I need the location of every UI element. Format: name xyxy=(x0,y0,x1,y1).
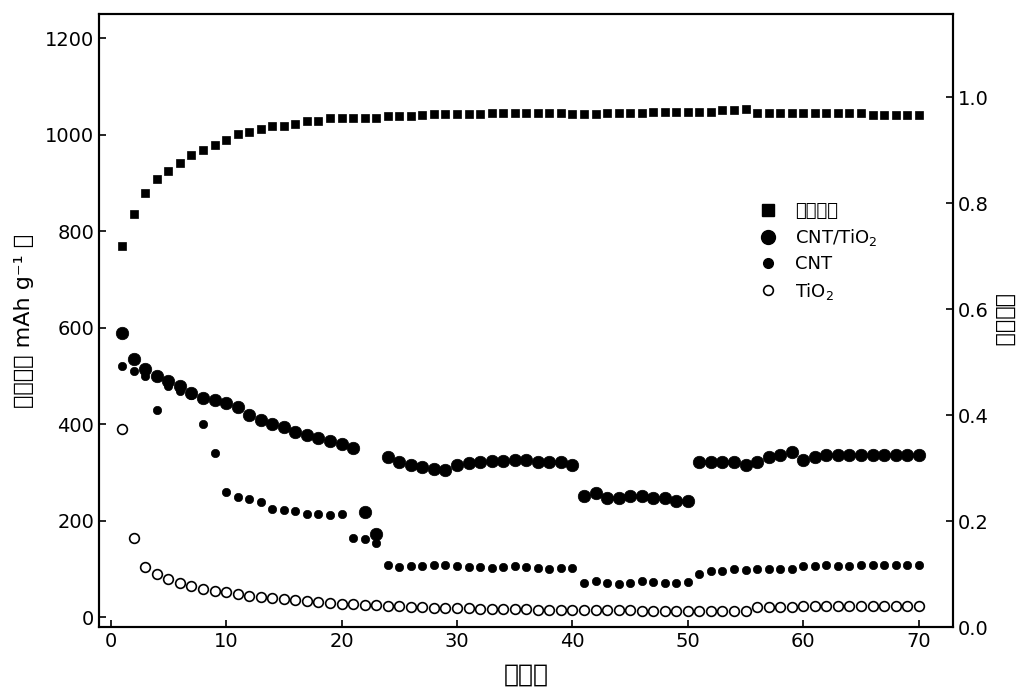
循环效率 xyxy=(301,117,314,125)
CNT/TiO$_2$ xyxy=(566,461,579,469)
循环效率 xyxy=(809,108,821,117)
TiO$_2$ xyxy=(693,607,705,615)
TiO$_2$ xyxy=(301,597,314,606)
CNT/TiO$_2$ xyxy=(809,453,821,461)
CNT/TiO$_2$ xyxy=(301,430,314,439)
Y-axis label: 比容量（ mAh g⁻¹ ）: 比容量（ mAh g⁻¹ ） xyxy=(14,234,34,407)
TiO$_2$ xyxy=(797,602,809,610)
CNT xyxy=(613,580,625,588)
X-axis label: 循环数: 循环数 xyxy=(504,662,549,686)
循环效率 xyxy=(359,114,371,122)
CNT/TiO$_2$ xyxy=(797,456,809,464)
循环效率 xyxy=(913,111,925,119)
CNT xyxy=(797,562,809,570)
Y-axis label: 循环效率: 循环效率 xyxy=(994,294,1014,347)
CNT xyxy=(809,562,821,570)
CNT/TiO$_2$ xyxy=(359,508,371,517)
Line: 循环效率: 循环效率 xyxy=(118,104,923,250)
循环效率 xyxy=(739,104,751,113)
CNT/TiO$_2$ xyxy=(116,328,128,337)
CNT/TiO$_2$ xyxy=(913,451,925,459)
CNT/TiO$_2$ xyxy=(370,530,382,538)
循环效率 xyxy=(220,135,232,143)
Line: TiO$_2$: TiO$_2$ xyxy=(117,424,923,616)
循环效率 xyxy=(797,108,809,117)
TiO$_2$ xyxy=(359,601,371,609)
循环效率 xyxy=(116,241,128,250)
Legend: 循环效率, CNT/TiO$_2$, CNT, TiO$_2$: 循环效率, CNT/TiO$_2$, CNT, TiO$_2$ xyxy=(743,195,884,309)
Line: CNT: CNT xyxy=(118,362,923,588)
TiO$_2$ xyxy=(809,602,821,610)
TiO$_2$ xyxy=(913,602,925,610)
TiO$_2$ xyxy=(555,606,567,614)
CNT xyxy=(301,510,314,518)
CNT/TiO$_2$ xyxy=(220,398,232,407)
CNT xyxy=(555,564,567,573)
循环效率 xyxy=(555,108,567,117)
CNT xyxy=(220,488,232,496)
CNT xyxy=(359,535,371,543)
CNT xyxy=(913,561,925,570)
TiO$_2$ xyxy=(220,588,232,596)
TiO$_2$ xyxy=(116,425,128,433)
Line: CNT/TiO$_2$: CNT/TiO$_2$ xyxy=(116,326,925,540)
CNT xyxy=(116,362,128,370)
